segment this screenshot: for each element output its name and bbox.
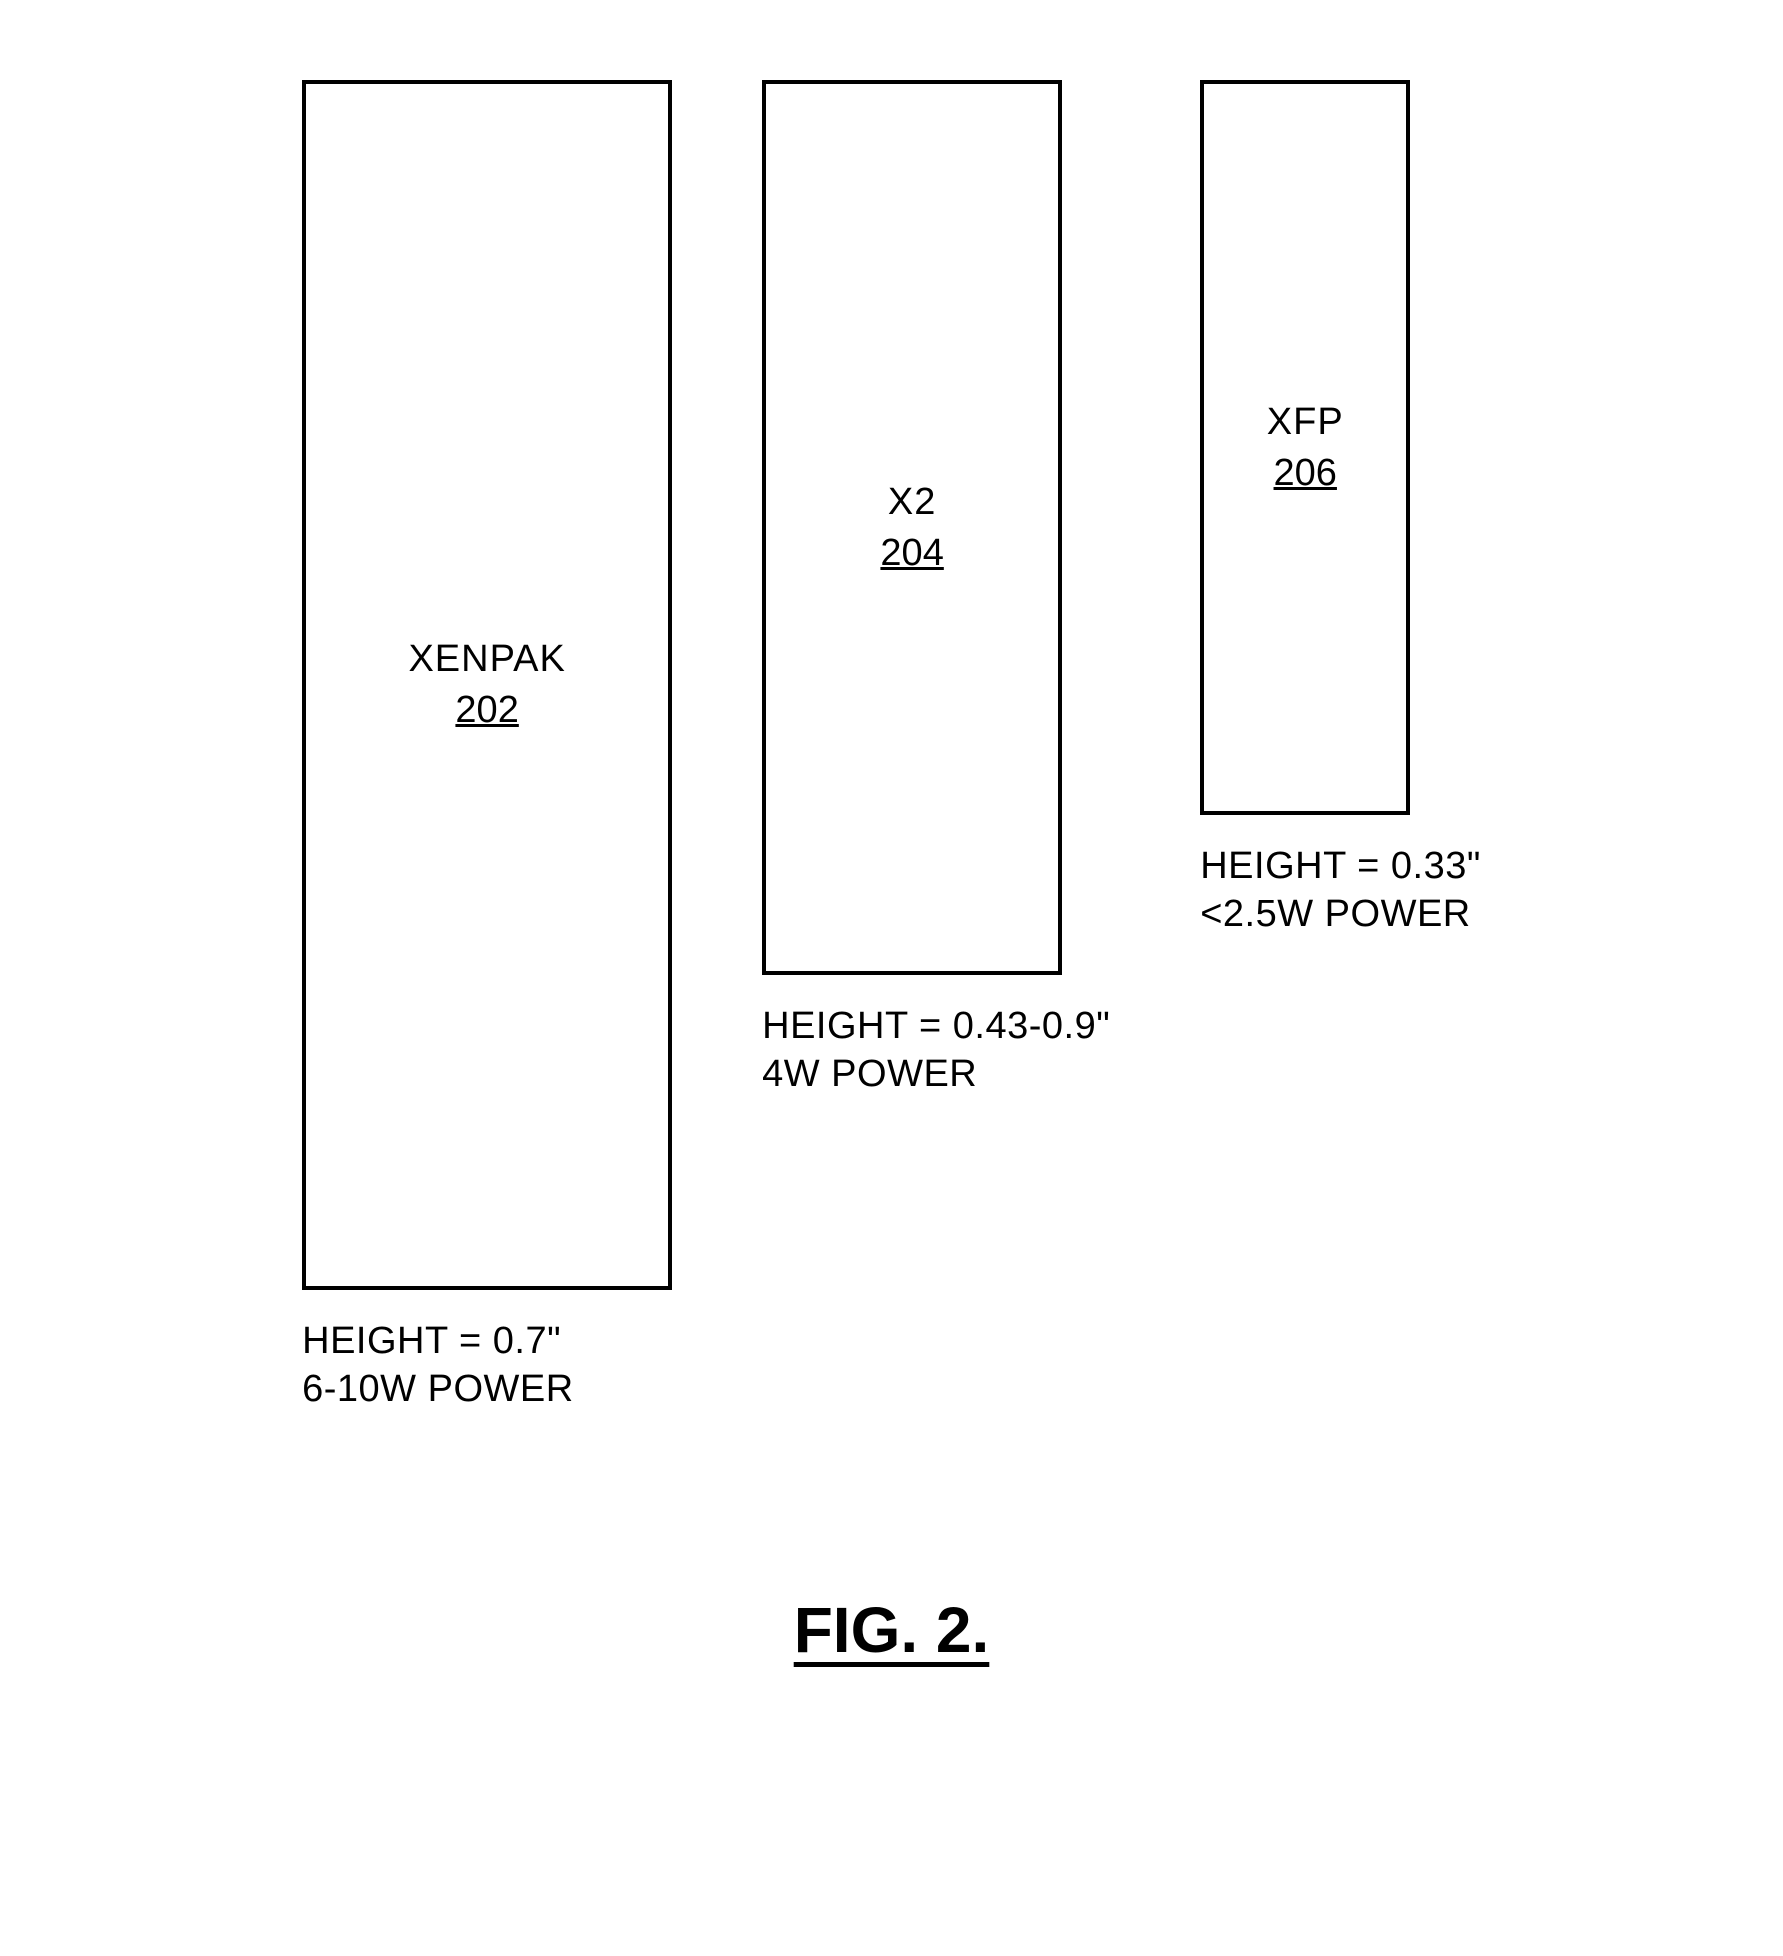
module-xfp-height: HEIGHT = 0.33" [1200,843,1481,891]
module-x2-group: X2 204 HEIGHT = 0.43-0.9" 4W POWER [762,80,1110,1098]
module-x2-ref: 204 [880,532,943,575]
module-xfp-group: XFP 206 HEIGHT = 0.33" <2.5W POWER [1200,80,1481,938]
module-xfp-ref: 206 [1274,452,1337,495]
module-xenpak-box: XENPAK 202 [302,80,672,1290]
module-xenpak-group: XENPAK 202 HEIGHT = 0.7" 6-10W POWER [302,80,672,1413]
module-xfp-specs: HEIGHT = 0.33" <2.5W POWER [1200,843,1481,938]
module-x2-box: X2 204 [762,80,1062,975]
module-x2-specs: HEIGHT = 0.43-0.9" 4W POWER [762,1003,1110,1098]
figure-label: FIG. 2. [794,1593,990,1667]
module-xenpak-specs: HEIGHT = 0.7" 6-10W POWER [302,1318,574,1413]
module-xenpak-power: 6-10W POWER [302,1366,574,1414]
module-x2-power: 4W POWER [762,1051,1110,1099]
module-xfp-box: XFP 206 [1200,80,1410,815]
diagram-container: XENPAK 202 HEIGHT = 0.7" 6-10W POWER X2 … [302,80,1481,1413]
module-xfp-title: XFP [1267,401,1344,444]
module-xfp-power: <2.5W POWER [1200,891,1481,939]
module-xenpak-title: XENPAK [408,638,565,681]
module-xenpak-ref: 202 [455,689,518,732]
module-x2-title: X2 [888,481,936,524]
module-x2-height: HEIGHT = 0.43-0.9" [762,1003,1110,1051]
module-xenpak-height: HEIGHT = 0.7" [302,1318,574,1366]
